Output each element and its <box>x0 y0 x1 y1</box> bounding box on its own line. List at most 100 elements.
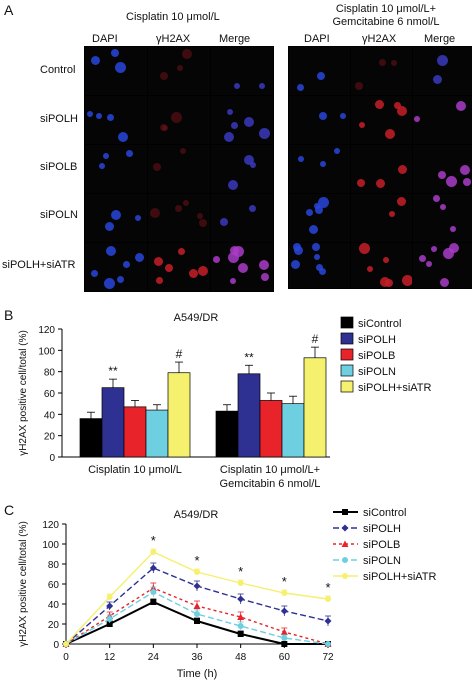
chart-b-title: A549/DR <box>174 312 219 324</box>
micrograph-r2-c1 <box>147 144 211 194</box>
nucleus-spot <box>228 180 238 190</box>
nucleus-spot <box>126 150 133 157</box>
nucleus-spot <box>320 161 326 167</box>
legend-swatch <box>340 380 354 393</box>
nucleus-spot <box>250 162 256 168</box>
nucleus-spot <box>438 171 446 179</box>
nucleus-spot <box>306 209 313 216</box>
nucleus-spot <box>220 218 228 226</box>
line-chart-c: A549/DR 0 20 40 60 80 100 120 0 12 24 36 48 60 72 γH2AX… <box>18 507 437 680</box>
row-label-control: Control <box>40 64 76 76</box>
nucleus-spot <box>402 275 413 286</box>
col-header-gh2ax-2: γH2AX <box>362 33 397 45</box>
bar-sipolb-g0 <box>123 406 147 458</box>
data-point <box>281 635 288 641</box>
legend-label: siControl <box>363 507 406 519</box>
data-point <box>106 602 114 610</box>
micrograph-r4-c4 <box>350 242 414 289</box>
micrograph-r1-c3 <box>288 95 352 145</box>
nucleus-spot <box>105 222 114 231</box>
legend-label: siPOLH <box>358 334 396 346</box>
nucleus-spot <box>244 117 254 127</box>
chart-b-y-tick-label: 100 <box>38 346 55 357</box>
nucleus-spot <box>426 261 432 267</box>
bar-sipolb-g1 <box>259 400 283 458</box>
nucleus-spot <box>397 106 407 116</box>
panel-b-letter: B <box>4 307 14 323</box>
chart-c-y-tick-label: 0 <box>53 640 59 651</box>
nucleus-spot <box>199 219 207 227</box>
nucleus-spot <box>259 128 270 139</box>
bar-sipoln-g1 <box>281 403 305 458</box>
chart-c-x-tick-label: 60 <box>279 652 291 663</box>
legend-label: siPOLH <box>363 523 401 535</box>
legend-marker <box>341 540 349 547</box>
legend-label: siPOLN <box>358 366 396 378</box>
micrograph-r2-c2 <box>210 144 274 194</box>
nucleus-spot <box>175 205 182 212</box>
nucleus-spot <box>183 200 189 206</box>
nucleus-spot <box>419 255 426 262</box>
nucleus-spot <box>433 75 442 84</box>
data-point <box>237 631 244 637</box>
nucleus-spot <box>224 132 234 142</box>
data-point <box>194 569 200 575</box>
nucleus-spot <box>414 116 420 122</box>
nucleus-spot <box>91 56 100 65</box>
legend-marker <box>342 557 348 563</box>
nucleus-spot <box>115 62 126 73</box>
nucleus-spot <box>233 246 244 257</box>
nucleus-spot <box>440 278 449 287</box>
row-label-sipoln: siPOLN <box>40 209 78 221</box>
nucleus-spot <box>180 148 186 154</box>
nucleus-spot <box>294 246 303 255</box>
chart-c-x-tick-label: 24 <box>148 652 160 663</box>
data-point <box>325 641 331 647</box>
nucleus-spot <box>259 83 265 89</box>
data-point <box>150 549 157 555</box>
nucleus-spot <box>319 268 326 275</box>
nucleus-spot <box>106 246 116 256</box>
significance-mark: * <box>282 574 287 589</box>
nucleus-spot <box>182 49 192 59</box>
data-point <box>193 602 201 609</box>
significance-mark: # <box>312 332 319 346</box>
nucleus-spot <box>118 132 128 142</box>
nucleus-spot <box>316 264 323 271</box>
nucleus-spot <box>440 204 446 210</box>
chart-c-x-tick-label: 12 <box>104 652 116 663</box>
data-point <box>150 599 157 605</box>
significance-mark: * <box>238 564 243 579</box>
data-point <box>325 596 331 602</box>
data-point <box>149 564 157 572</box>
significance-mark: ** <box>108 364 118 378</box>
nucleus-spot <box>291 260 300 269</box>
nucleus-spot <box>123 261 130 268</box>
micrograph-r1-c0 <box>84 95 148 145</box>
nucleus-spot <box>398 165 407 174</box>
nucleus-spot <box>359 122 365 128</box>
nucleus-spot <box>171 112 182 123</box>
nucleus-spot <box>375 100 384 109</box>
legend-marker <box>342 509 348 515</box>
legend-label: siPOLN <box>363 555 401 567</box>
nucleus-spot <box>389 211 395 217</box>
bar-sipolh-g0 <box>101 387 125 458</box>
chart-b-y-label: γH2AX positive cell/total (%) <box>18 330 29 456</box>
data-point <box>150 589 157 595</box>
micrograph-r2-c4 <box>350 144 414 194</box>
data-point <box>281 590 288 596</box>
micrograph-r4-c1 <box>147 242 211 292</box>
significance-mark: * <box>325 580 330 595</box>
micrograph-r2-c0 <box>84 144 148 194</box>
nucleus-spot <box>117 276 124 283</box>
micrograph-r4-c0 <box>84 242 148 292</box>
nucleus-spot <box>340 113 346 119</box>
chart-b-y-tick-label: 0 <box>49 453 55 464</box>
panel-c-letter: C <box>4 502 15 518</box>
nucleus-spot <box>238 263 248 273</box>
bar-sipolhsiatr-g0 <box>167 372 191 458</box>
nucleus-spot <box>261 273 269 281</box>
micrograph-r3-c2 <box>210 193 274 243</box>
nucleus-spot <box>446 176 457 187</box>
